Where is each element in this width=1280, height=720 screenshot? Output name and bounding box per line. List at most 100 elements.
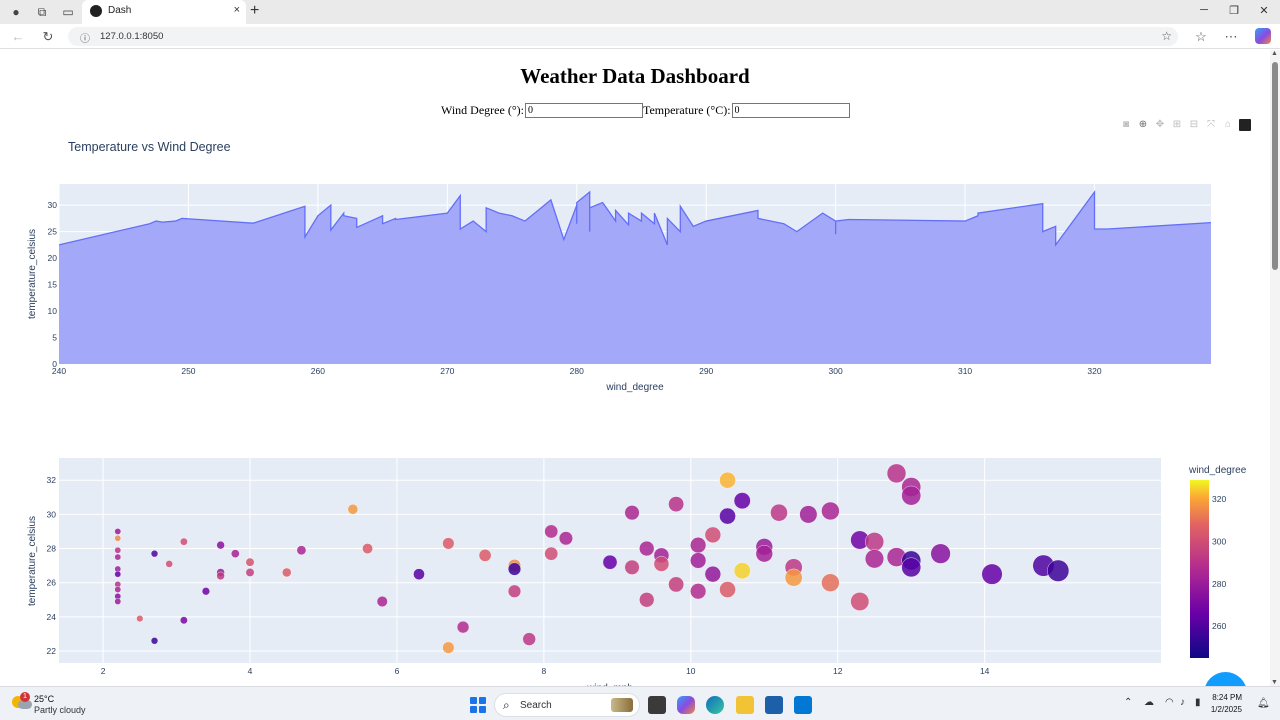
scatter-point	[376, 596, 388, 607]
scatter-point	[733, 562, 751, 580]
tray-chevron-icon[interactable]: ⌃	[1124, 697, 1133, 708]
weather-icon[interactable]: 1	[12, 692, 32, 712]
volume-icon[interactable]: ♪	[1180, 697, 1185, 708]
vscode-icon[interactable]	[794, 696, 812, 714]
workspaces-icon[interactable]: ⧉	[37, 5, 47, 19]
tab-dash[interactable]: Dash ×	[82, 0, 246, 24]
scatter-point	[507, 562, 522, 576]
maximize-button[interactable]: ❐	[1229, 5, 1239, 17]
reset-axes-icon[interactable]: ⌂	[1224, 119, 1232, 130]
temperature-input[interactable]	[731, 102, 850, 118]
battery-icon[interactable]: ▮	[1195, 697, 1201, 708]
scatter-point	[668, 496, 685, 513]
scatter-point	[821, 501, 840, 521]
profile-icon[interactable]: ●	[12, 5, 20, 19]
y-tick-label: 32	[47, 475, 57, 485]
scatter-point	[719, 581, 736, 598]
site-info-icon[interactable]: ⓘ	[80, 34, 90, 45]
browser-tab-bar: ● ⧉ ▭ Dash × + ─ ❐ ✕	[0, 0, 1280, 24]
wind-degree-input[interactable]	[524, 102, 643, 118]
minimize-button[interactable]: ─	[1200, 4, 1208, 16]
scatter-point	[624, 559, 640, 575]
search-icon: ⌕	[503, 698, 510, 712]
plot-modebar: ◙ ⊕ ✥ ⊞ ⊟ ⤧ ⌂	[1120, 119, 1251, 133]
x-tick-label: 320	[1087, 366, 1101, 376]
url-field[interactable]: ⓘ 127.0.0.1:8050 ☆	[68, 27, 1178, 46]
scatter-point	[114, 570, 122, 578]
y-tick-label: 5	[52, 333, 57, 343]
onedrive-icon[interactable]: ☁	[1144, 697, 1154, 708]
scatter-point	[755, 545, 773, 563]
scatter-point	[180, 537, 188, 546]
pan-icon[interactable]: ✥	[1155, 119, 1165, 130]
dev-tools-button[interactable]: ‹ ›	[1204, 672, 1247, 686]
scatter-point	[639, 540, 655, 557]
file-explorer-icon[interactable]	[736, 696, 754, 714]
scatter-point	[114, 586, 122, 593]
edge-icon[interactable]	[706, 696, 724, 714]
back-icon[interactable]: ←	[11, 29, 25, 44]
copilot-app-icon[interactable]	[677, 696, 695, 714]
wind-degree-label: Wind Degree (°):	[441, 102, 524, 117]
x-tick-label: 14	[980, 666, 990, 676]
scatter-point	[245, 568, 255, 577]
scatter-point	[784, 568, 803, 587]
zoom-out-icon[interactable]: ⊟	[1189, 119, 1199, 130]
wifi-icon[interactable]: ◠	[1165, 697, 1174, 708]
x-tick-label: 300	[829, 366, 843, 376]
scatter-point	[981, 563, 1003, 585]
favorites-icon[interactable]: ☆	[1195, 29, 1207, 44]
scatter-point	[901, 557, 922, 578]
new-tab-button[interactable]: +	[250, 2, 260, 19]
close-window-button[interactable]: ✕	[1259, 5, 1269, 17]
filter-inputs: Wind Degree (°): Temperature (°C):	[441, 102, 850, 118]
scatter-point	[522, 632, 536, 646]
y-axis-label: temperature_celsius	[27, 229, 38, 319]
scatter-point	[719, 471, 736, 489]
area-chart[interactable]: Temperature vs Wind Degree 240 250 260 270 2…	[0, 130, 1270, 430]
close-tab-icon[interactable]: ×	[233, 4, 240, 16]
scatter-point	[136, 615, 144, 623]
y-tick-label: 25	[48, 227, 58, 237]
tab-actions-icon[interactable]: ▭	[62, 5, 74, 19]
task-view-icon[interactable]	[648, 696, 666, 714]
y-tick-label: 20	[48, 253, 58, 263]
notification-bell-icon[interactable]: 🔔︎	[1257, 698, 1270, 709]
zoom-icon[interactable]: ⊕	[1138, 119, 1148, 130]
autoscale-icon[interactable]: ⤧	[1207, 119, 1215, 130]
copilot-icon[interactable]	[1255, 28, 1271, 44]
zoom-in-icon[interactable]: ⊞	[1172, 119, 1182, 130]
camera-icon[interactable]: ◙	[1122, 119, 1130, 130]
x-tick-label: 6	[395, 666, 400, 676]
scatter-point	[114, 598, 122, 605]
favorite-star-icon[interactable]: ☆	[1161, 29, 1172, 43]
scatter-point	[544, 524, 559, 539]
taskbar-search[interactable]: ⌕ Search	[494, 693, 640, 717]
clock-time[interactable]: 8:24 PM	[1212, 693, 1242, 702]
page-scrollbar[interactable]: ▲ ▼	[1270, 50, 1280, 686]
colorbar-tick-label: 260	[1212, 621, 1226, 631]
scatter-point	[668, 576, 685, 593]
scatter-point	[886, 463, 907, 484]
more-menu-icon[interactable]: ⋯	[1224, 29, 1238, 44]
colorbar-tick-label: 320	[1212, 494, 1226, 504]
plotly-logo-icon[interactable]	[1239, 119, 1251, 131]
scatter-point	[165, 560, 173, 568]
weather-temp[interactable]: 25°C	[34, 694, 55, 704]
scatter-point	[799, 505, 818, 524]
scroll-down-icon[interactable]: ▼	[1271, 679, 1278, 686]
scroll-thumb[interactable]	[1272, 62, 1278, 270]
store-icon[interactable]	[765, 696, 783, 714]
scatter-point	[296, 545, 307, 556]
scroll-up-icon[interactable]: ▲	[1271, 50, 1278, 57]
y-tick-label: 28	[47, 544, 57, 554]
clock-date[interactable]: 1/2/2025	[1210, 705, 1242, 714]
weather-desc[interactable]: Partly cloudy	[34, 705, 86, 715]
y-tick-label: 22	[47, 646, 57, 656]
scatter-point	[864, 549, 884, 569]
y-tick-label: 24	[47, 612, 57, 622]
refresh-icon[interactable]: ↻	[42, 29, 54, 44]
start-button[interactable]	[470, 697, 486, 713]
scatter-point	[864, 532, 884, 552]
